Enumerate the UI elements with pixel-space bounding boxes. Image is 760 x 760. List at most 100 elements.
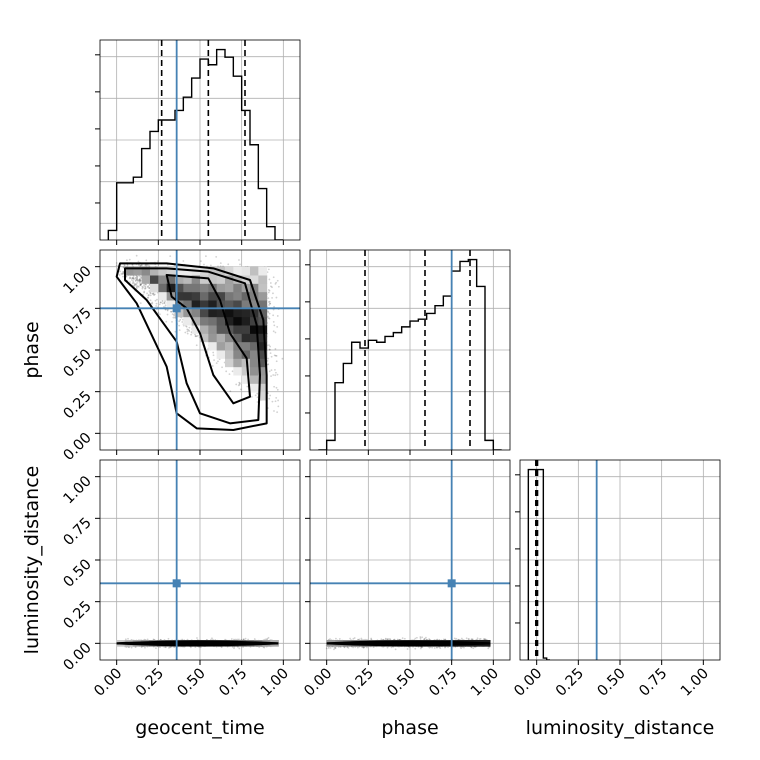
sample-point [194, 335, 197, 337]
sample-point [136, 278, 139, 280]
density-cell [241, 333, 251, 343]
sample-point [268, 344, 270, 347]
sample-point [238, 259, 240, 261]
y-axis-title-phase: phase [21, 321, 43, 378]
sample-point [148, 290, 151, 292]
sample-point [272, 374, 275, 376]
sample-point [122, 271, 125, 273]
sample-point [136, 275, 139, 278]
sample-point [268, 397, 271, 400]
density-cell [216, 275, 226, 284]
sample-point [277, 285, 280, 288]
sample-point [138, 281, 141, 284]
sample-point [161, 300, 164, 303]
sample-point [209, 264, 212, 267]
joint-phase-luminosity_distance: 0.00 0.25 0.50 0.75 1.00 [301, 459, 511, 700]
density-cell [258, 341, 268, 351]
sample-point [269, 352, 272, 355]
density-cell [208, 291, 218, 301]
sample-point [267, 357, 270, 360]
sample-point [272, 320, 275, 323]
sample-point [267, 291, 270, 294]
sample-point [352, 637, 355, 640]
density-cell [183, 300, 193, 309]
sample-point [270, 355, 273, 358]
sample-point [156, 260, 159, 263]
sample-point [164, 304, 167, 307]
density-cell [125, 266, 134, 276]
sample-point [346, 646, 349, 649]
density-cell [150, 283, 159, 293]
sample-point [276, 326, 279, 328]
sample-point [178, 324, 181, 327]
y-axis-title-luminosity_distance: luminosity_distance [21, 466, 43, 655]
sample-point [165, 320, 168, 323]
density-cell [258, 350, 268, 359]
sample-point [389, 638, 392, 641]
sample-point [256, 401, 259, 403]
density-cell [191, 291, 201, 301]
sample-point [483, 638, 486, 641]
sample-point [168, 646, 170, 649]
sample-point [137, 264, 140, 266]
sample-point [360, 637, 363, 640]
sample-point [238, 647, 241, 650]
sample-point [254, 394, 257, 397]
density-cell [216, 325, 226, 334]
sample-point [276, 388, 279, 391]
sample-point [352, 646, 355, 649]
density-cell [225, 350, 234, 359]
sample-point [219, 262, 222, 265]
density-cell [158, 283, 168, 293]
sample-point [247, 638, 250, 641]
sample-point [460, 647, 463, 650]
density-cell [241, 266, 251, 276]
sample-point [347, 646, 350, 649]
sample-point [179, 318, 182, 321]
density-cell [233, 308, 243, 318]
sample-point [159, 313, 161, 316]
sample-point [136, 278, 138, 280]
y-tick-label: 0.75 [61, 305, 95, 339]
x-tick-label: 0.75 [636, 666, 670, 700]
sample-point [370, 637, 373, 640]
sample-point [138, 278, 141, 281]
sample-point [436, 638, 439, 641]
histogram-step-line [107, 48, 284, 240]
sample-point [149, 291, 151, 294]
sample-point [436, 646, 439, 649]
sample-point [276, 315, 279, 317]
density-cell [250, 300, 259, 309]
sample-point [138, 280, 141, 283]
sample-point [269, 345, 272, 348]
sample-point [138, 279, 141, 282]
density-cell [233, 325, 243, 334]
sample-point [149, 294, 152, 297]
density-cell [200, 325, 209, 334]
density-cell [183, 316, 193, 326]
density-cell [241, 316, 251, 326]
sample-point [184, 331, 187, 334]
sample-point [266, 637, 269, 640]
density-cell [216, 308, 226, 318]
density-cell [191, 300, 201, 309]
sample-point [217, 360, 219, 363]
sample-point [122, 272, 124, 275]
sample-point [366, 646, 368, 649]
x-tick-label: 0.50 [595, 666, 629, 700]
density-cell [233, 291, 243, 301]
sample-point [164, 300, 166, 303]
density-cell [208, 300, 218, 309]
sample-point [140, 283, 143, 286]
sample-point [271, 286, 273, 289]
sample-point [124, 638, 127, 641]
sample-point [129, 276, 131, 279]
sample-point [276, 411, 279, 414]
y-tick-label: 1.00 [61, 473, 95, 507]
sample-point [172, 316, 175, 319]
sample-point [135, 285, 138, 287]
sample-point [460, 637, 463, 640]
sample-point [145, 283, 147, 286]
sample-point [258, 646, 261, 649]
sample-point [467, 638, 470, 640]
